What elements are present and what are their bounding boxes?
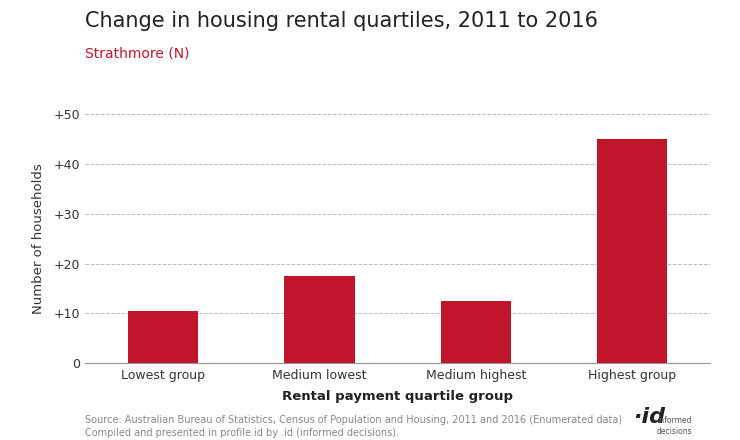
Text: Source: Australian Bureau of Statistics, Census of Population and Housing, 2011 : Source: Australian Bureau of Statistics,…	[85, 414, 622, 438]
Bar	[597, 139, 667, 363]
Text: informed
decisions: informed decisions	[657, 416, 693, 436]
Text: Change in housing rental quartiles, 2011 to 2016: Change in housing rental quartiles, 2011…	[85, 11, 598, 31]
Text: Strathmore (N): Strathmore (N)	[85, 46, 189, 60]
Text: ·id: ·id	[633, 407, 665, 427]
Bar	[441, 301, 511, 363]
Bar	[284, 276, 354, 363]
Bar	[128, 311, 198, 363]
Y-axis label: Number of households: Number of households	[33, 163, 45, 314]
X-axis label: Rental payment quartile group: Rental payment quartile group	[282, 390, 514, 403]
